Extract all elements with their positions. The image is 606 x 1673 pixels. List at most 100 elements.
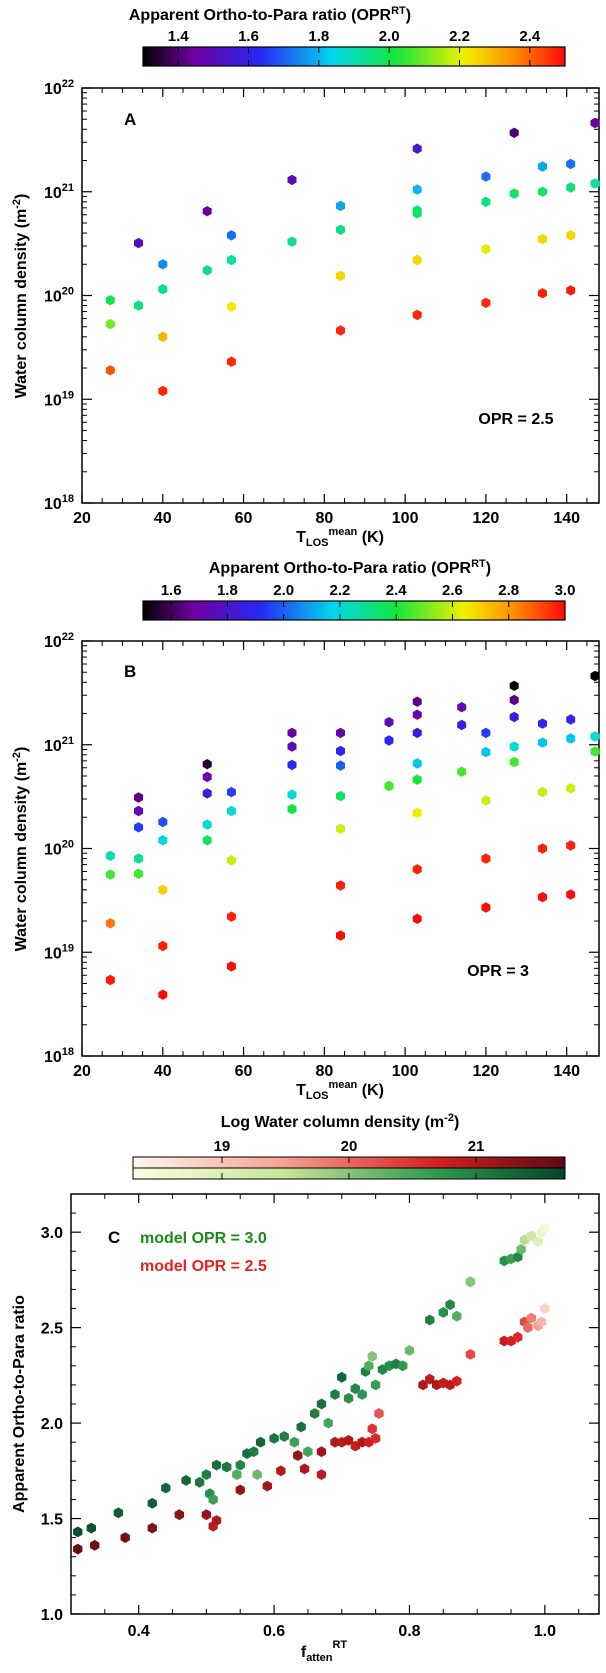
data-point bbox=[566, 230, 576, 241]
data-point bbox=[105, 318, 115, 330]
data-point bbox=[566, 285, 576, 296]
data-point-green bbox=[533, 1236, 543, 1248]
data-point bbox=[202, 835, 212, 846]
data-point bbox=[336, 325, 345, 336]
data-point-green bbox=[201, 1469, 212, 1480]
x-tick-label: 0.8 bbox=[398, 1623, 420, 1640]
x-tick-label: 140 bbox=[553, 1063, 580, 1080]
y-tick-label: 1018 bbox=[44, 1046, 74, 1066]
data-point bbox=[384, 780, 394, 792]
data-point-green bbox=[367, 1350, 377, 1362]
data-point bbox=[384, 735, 394, 746]
data-point-red bbox=[452, 1375, 462, 1387]
data-point bbox=[226, 855, 236, 866]
data-point bbox=[105, 869, 115, 880]
data-point-green bbox=[513, 1251, 523, 1263]
data-point-green bbox=[147, 1497, 157, 1509]
data-point bbox=[158, 259, 168, 270]
data-point bbox=[537, 161, 547, 172]
y-tick-label: 1018 bbox=[44, 493, 74, 513]
data-point bbox=[202, 771, 212, 783]
data-point-green bbox=[310, 1408, 320, 1419]
data-point bbox=[287, 803, 297, 815]
data-point-green bbox=[343, 1392, 354, 1404]
x-tick-label: 120 bbox=[473, 510, 500, 527]
data-point-green bbox=[465, 1276, 476, 1288]
data-point bbox=[537, 186, 547, 197]
x-tick-label: 0.4 bbox=[128, 1623, 150, 1640]
data-point bbox=[412, 727, 422, 739]
data-point bbox=[412, 774, 422, 785]
data-point-green bbox=[370, 1379, 381, 1391]
data-point-red bbox=[174, 1509, 184, 1521]
panel-c-y-axis-label: Apparent Ortho-to-Para ratio bbox=[11, 1295, 28, 1513]
panel-b-colorbar-tick-label: 2.0 bbox=[273, 582, 294, 599]
data-point bbox=[412, 184, 422, 195]
data-point bbox=[105, 850, 115, 861]
data-point bbox=[158, 385, 168, 397]
data-point bbox=[158, 884, 168, 895]
panel-c-legend-opr-2-5: model OPR = 2.5 bbox=[140, 1258, 267, 1275]
panel-a-points bbox=[105, 117, 600, 397]
panel-b: Apparent Ortho-to-Para ratio (OPRRT) 1.6… bbox=[11, 558, 600, 1102]
data-point-red bbox=[211, 1515, 222, 1526]
data-point bbox=[336, 200, 345, 212]
data-point-green bbox=[255, 1436, 266, 1448]
panel-b-y-axis-label: Water column density (m-2) bbox=[11, 747, 30, 952]
data-point bbox=[412, 208, 422, 219]
data-point-green bbox=[303, 1446, 313, 1458]
data-point-green bbox=[161, 1482, 171, 1494]
data-point-green bbox=[330, 1389, 340, 1400]
data-point-green bbox=[235, 1459, 245, 1471]
data-point bbox=[537, 718, 547, 729]
y-tick-label: 2.5 bbox=[41, 1321, 63, 1338]
data-point-green bbox=[211, 1459, 222, 1471]
panel-b-axes: 20 40 60 80 100 120 140 1022 1021 1020 1019 1018 bbox=[44, 631, 599, 1080]
data-point-green bbox=[208, 1494, 218, 1505]
panel-b-colorbar-title: Apparent Ortho-to-Para ratio (OPRRT) bbox=[209, 558, 491, 577]
panel-a-axes: 20 40 60 80 100 120 140 1022 1021 1020 1019 1018 bbox=[44, 78, 599, 527]
data-point-red bbox=[120, 1532, 130, 1543]
data-point bbox=[226, 805, 236, 817]
data-point-green bbox=[181, 1475, 191, 1486]
x-tick-label: 60 bbox=[235, 1063, 253, 1080]
panel-c-colorbar-title: Log Water column density (m-2) bbox=[221, 1112, 460, 1131]
data-point-red bbox=[201, 1509, 212, 1521]
data-point-green bbox=[222, 1461, 232, 1473]
panel-c-legend-opr-3: model OPR = 3.0 bbox=[140, 1230, 267, 1247]
data-point-green bbox=[516, 1244, 526, 1255]
y-tick-label: 1.5 bbox=[41, 1512, 63, 1529]
data-point-green bbox=[194, 1476, 205, 1488]
data-point-green bbox=[73, 1526, 83, 1538]
data-point bbox=[287, 759, 297, 771]
data-point bbox=[134, 792, 144, 803]
data-point bbox=[226, 301, 236, 312]
data-point bbox=[134, 868, 144, 879]
data-point-green bbox=[445, 1299, 455, 1311]
data-point-green bbox=[323, 1417, 333, 1429]
data-point bbox=[158, 940, 168, 952]
y-tick-label: 1021 bbox=[44, 182, 74, 202]
data-point-red bbox=[73, 1543, 83, 1555]
data-point-green bbox=[86, 1522, 96, 1534]
data-point-red bbox=[262, 1480, 272, 1492]
data-point bbox=[105, 918, 115, 929]
data-point bbox=[481, 902, 491, 913]
data-point bbox=[336, 270, 345, 281]
data-point bbox=[384, 717, 394, 728]
panel-c-axes: 0.4 0.6 0.8 1.0 1.0 1.5 2.0 2.5 3.0 bbox=[41, 1194, 599, 1640]
data-point bbox=[202, 759, 212, 770]
panel-a-annotation: OPR = 2.5 bbox=[478, 411, 553, 428]
x-tick-label: 100 bbox=[392, 1063, 419, 1080]
panel-b-colorbar-tick-label: 2.6 bbox=[442, 582, 463, 599]
x-tick-label: 120 bbox=[473, 1063, 500, 1080]
data-point bbox=[481, 746, 491, 758]
data-point bbox=[566, 158, 576, 170]
data-point bbox=[134, 822, 144, 833]
data-point-red bbox=[540, 1303, 550, 1314]
data-point bbox=[509, 694, 519, 706]
data-point-red bbox=[147, 1522, 157, 1534]
panel-a-colorbar-title: Apparent Ortho-to-Para ratio (OPRRT) bbox=[129, 5, 411, 24]
data-point-red bbox=[425, 1373, 435, 1385]
data-point bbox=[158, 835, 168, 846]
